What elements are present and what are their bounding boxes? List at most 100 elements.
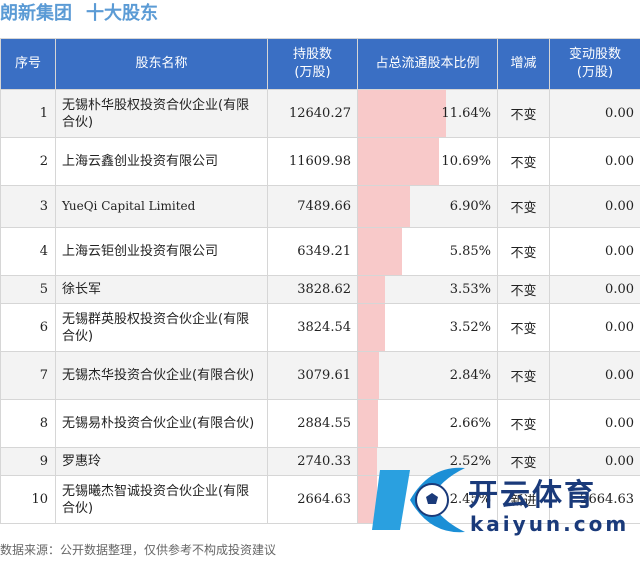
ratio-value: 2.66% (449, 416, 491, 431)
change-status: 不变 (497, 351, 550, 400)
ratio-value: 2.45% (449, 492, 491, 507)
shares-held: 11609.98 (267, 137, 358, 186)
changed-shares: 0.00 (549, 399, 640, 448)
table-row: 6 无锡群英股权投资合伙企业(有限合伙) 3824.54 3.52% 不变 0.00 (0, 303, 640, 352)
table-row: 9 罗惠玲 2740.33 2.52% 不变 0.00 (0, 447, 640, 476)
watermark-url: kaiyun.com (470, 512, 630, 536)
change-status: 不变 (497, 137, 550, 186)
table-row: 8 无锡易朴投资合伙企业(有限合伙) 2884.55 2.66% 不变 0.00 (0, 399, 640, 448)
page-title: 朗新集团 十大股东 (0, 0, 158, 30)
change-status: 不变 (497, 399, 550, 448)
ratio-bar (358, 138, 439, 185)
shares-held: 2884.55 (267, 399, 358, 448)
changed-shares: 0.00 (549, 447, 640, 476)
ratio-value: 5.85% (449, 244, 491, 259)
ratio-bar (358, 90, 446, 137)
table-row: 7 无锡杰华投资合伙企业(有限合伙) 3079.61 2.84% 不变 0.00 (0, 351, 640, 400)
col-header-no: 序号 (0, 38, 56, 90)
row-number: 1 (0, 89, 56, 138)
changed-shares: 0.00 (549, 303, 640, 352)
shareholder-name: YueQi Capital Limited (55, 185, 268, 228)
col-header-name: 股东名称 (55, 38, 268, 90)
ratio-bar (358, 448, 378, 475)
changed-shares: 0.00 (549, 227, 640, 276)
col-header-delta: 变动股数 (万股) (549, 38, 640, 90)
shares-held: 3824.54 (267, 303, 358, 352)
row-number: 7 (0, 351, 56, 400)
ratio-cell: 11.64% (357, 89, 498, 138)
ratio-value: 10.69% (441, 154, 491, 169)
shareholders-table: 序号 股东名称 持股数 (万股) 占总流通股本比例 增减 变动股数 (万股) 1… (0, 38, 640, 524)
shares-held: 3828.62 (267, 275, 358, 304)
changed-shares: 0.00 (549, 137, 640, 186)
ratio-cell: 3.52% (357, 303, 498, 352)
ratio-bar (358, 186, 411, 227)
ratio-value: 6.90% (449, 199, 491, 214)
ratio-value: 3.52% (449, 320, 491, 335)
table-row: 5 徐长军 3828.62 3.53% 不变 0.00 (0, 275, 640, 304)
shareholder-name: 无锡杰华投资合伙企业(有限合伙) (55, 351, 268, 400)
section-title: 十大股东 (86, 3, 158, 24)
ratio-value: 2.52% (449, 454, 491, 469)
ratio-bar (358, 276, 385, 303)
shares-held: 3079.61 (267, 351, 358, 400)
col-header-change: 增减 (497, 38, 550, 90)
shareholder-name: 上海云钜创业投资有限公司 (55, 227, 268, 276)
change-status: 不变 (497, 227, 550, 276)
shareholder-name: 罗惠玲 (55, 447, 268, 476)
ratio-bar (358, 304, 385, 351)
changed-shares: 0.00 (549, 185, 640, 228)
row-number: 9 (0, 447, 56, 476)
shares-held: 12640.27 (267, 89, 358, 138)
table-row: 1 无锡朴华股权投资合伙企业(有限合伙) 12640.27 11.64% 不变 0.00 (0, 89, 640, 138)
col-header-shares: 持股数 (万股) (267, 38, 358, 90)
ratio-bar (358, 228, 403, 275)
row-number: 10 (0, 475, 56, 524)
table-row: 4 上海云钜创业投资有限公司 6349.21 5.85% 不变 0.00 (0, 227, 640, 276)
table-row: 3 YueQi Capital Limited 7489.66 6.90% 不变 0.00 (0, 185, 640, 228)
ratio-bar (358, 476, 377, 523)
changed-shares: 0.00 (549, 89, 640, 138)
watermark-brand: 开云体育 (468, 478, 596, 513)
changed-shares: 0.00 (549, 275, 640, 304)
ratio-cell: 6.90% (357, 185, 498, 228)
shareholder-name: 上海云鑫创业投资有限公司 (55, 137, 268, 186)
ratio-cell: 3.53% (357, 275, 498, 304)
shareholder-name: 无锡群英股权投资合伙企业(有限合伙) (55, 303, 268, 352)
changed-shares: 0.00 (549, 351, 640, 400)
table-header-row: 序号 股东名称 持股数 (万股) 占总流通股本比例 增减 变动股数 (万股) (0, 38, 640, 90)
logo-k-icon (372, 470, 410, 530)
ratio-cell: 5.85% (357, 227, 498, 276)
ratio-cell: 10.69% (357, 137, 498, 186)
changed-shares: 2664.63 (549, 475, 640, 524)
ball-pentagon (426, 493, 438, 504)
change-status: 不变 (497, 185, 550, 228)
ratio-cell: 2.84% (357, 351, 498, 400)
table-body: 1 无锡朴华股权投资合伙企业(有限合伙) 12640.27 11.64% 不变 0.00 2… (0, 89, 640, 524)
shares-held: 2740.33 (267, 447, 358, 476)
ratio-bar (358, 352, 380, 399)
row-number: 6 (0, 303, 56, 352)
shares-held: 6349.21 (267, 227, 358, 276)
change-status: 不变 (497, 447, 550, 476)
shareholder-name: 无锡易朴投资合伙企业(有限合伙) (55, 399, 268, 448)
row-number: 4 (0, 227, 56, 276)
table-row: 2 上海云鑫创业投资有限公司 11609.98 10.69% 不变 0.00 (0, 137, 640, 186)
ratio-cell: 2.66% (357, 399, 498, 448)
company-name: 朗新集团 (0, 3, 72, 24)
footer-note: 数据来源：公开数据整理，仅供参考不构成投资建议 (0, 543, 277, 557)
watermark-logo (372, 467, 465, 533)
shareholder-name: 无锡朴华股权投资合伙企业(有限合伙) (55, 89, 268, 138)
row-number: 8 (0, 399, 56, 448)
shares-held: 2664.63 (267, 475, 358, 524)
shareholder-name: 无锡曦杰智诚投资合伙企业(有限合伙) (55, 475, 268, 524)
row-number: 3 (0, 185, 56, 228)
change-status: 不变 (497, 89, 550, 138)
ratio-bar (358, 400, 379, 447)
change-status: 不变 (497, 303, 550, 352)
ratio-value: 11.64% (441, 106, 491, 121)
ratio-value: 2.84% (449, 368, 491, 383)
change-status: 新进 (497, 475, 550, 524)
change-status: 不变 (497, 275, 550, 304)
row-number: 5 (0, 275, 56, 304)
